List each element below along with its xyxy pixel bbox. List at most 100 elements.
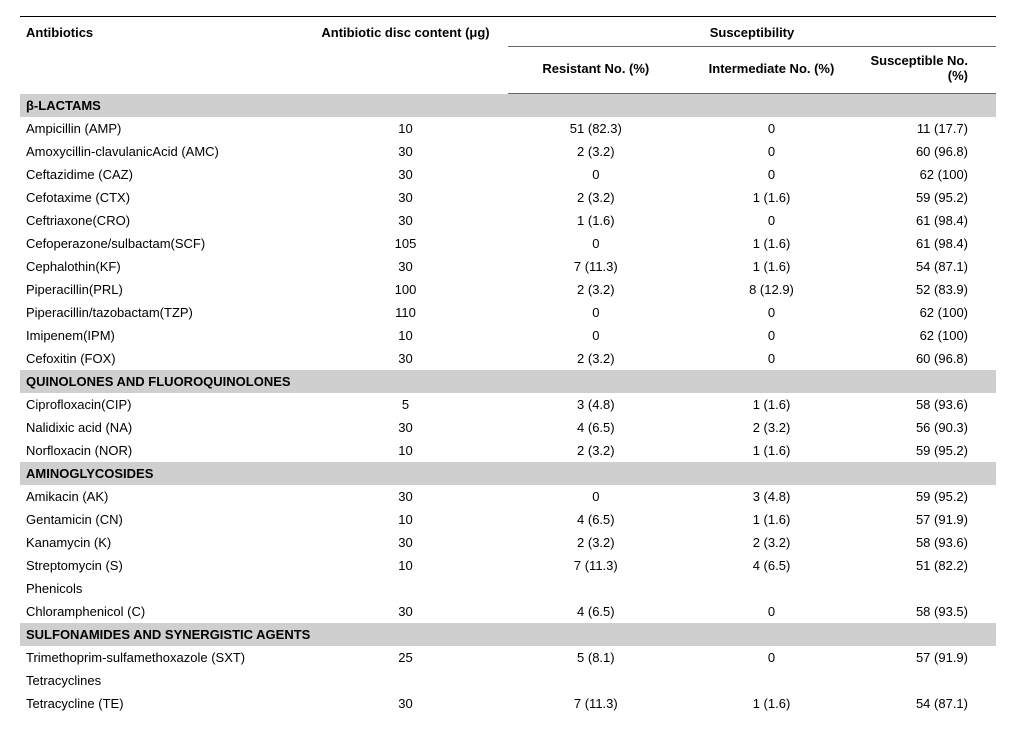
susceptible-value: 59 (95.2) <box>859 186 996 209</box>
susceptible-value: 62 (100) <box>859 324 996 347</box>
table-row: Imipenem(IPM)100062 (100) <box>20 324 996 347</box>
antibiotic-name: Amoxycillin-clavulanicAcid (AMC) <box>20 140 303 163</box>
susceptible-value <box>859 577 996 600</box>
susceptible-value: 62 (100) <box>859 163 996 186</box>
table-row: Kanamycin (K)302 (3.2)2 (3.2)58 (93.6) <box>20 531 996 554</box>
susceptible-value: 58 (93.5) <box>859 600 996 623</box>
table-row: Piperacillin/tazobactam(TZP)1100062 (100… <box>20 301 996 324</box>
intermediate-value: 8 (12.9) <box>684 278 860 301</box>
antibiotic-name: Streptomycin (S) <box>20 554 303 577</box>
table-row: Streptomycin (S)107 (11.3)4 (6.5)51 (82.… <box>20 554 996 577</box>
col-header-susceptible: Susceptible No. (%) <box>859 47 996 94</box>
antibiotic-name: Piperacillin/tazobactam(TZP) <box>20 301 303 324</box>
disc-content: 30 <box>303 692 508 715</box>
category-row: QUINOLONES AND FLUOROQUINOLONES <box>20 370 996 393</box>
intermediate-value: 0 <box>684 646 860 669</box>
table-row: Ciprofloxacin(CIP)53 (4.8)1 (1.6)58 (93.… <box>20 393 996 416</box>
antibiotic-name: Chloramphenicol (C) <box>20 600 303 623</box>
antibiotic-name: Trimethoprim-sulfamethoxazole (SXT) <box>20 646 303 669</box>
intermediate-value: 0 <box>684 209 860 232</box>
susceptible-value: 57 (91.9) <box>859 646 996 669</box>
disc-content: 10 <box>303 508 508 531</box>
disc-content: 5 <box>303 393 508 416</box>
intermediate-value: 1 (1.6) <box>684 439 860 462</box>
antibiotic-name: Cefoxitin (FOX) <box>20 347 303 370</box>
table-row: Cefoxitin (FOX)302 (3.2)060 (96.8) <box>20 347 996 370</box>
resistant-value: 4 (6.5) <box>508 600 684 623</box>
resistant-value: 7 (11.3) <box>508 255 684 278</box>
antibiotic-name: Ceftazidime (CAZ) <box>20 163 303 186</box>
table-row: Amikacin (AK)3003 (4.8)59 (95.2) <box>20 485 996 508</box>
antibiotic-name: Cephalothin(KF) <box>20 255 303 278</box>
intermediate-value: 0 <box>684 324 860 347</box>
disc-content: 30 <box>303 416 508 439</box>
susceptible-value: 60 (96.8) <box>859 347 996 370</box>
resistant-value: 2 (3.2) <box>508 347 684 370</box>
intermediate-value: 1 (1.6) <box>684 186 860 209</box>
susceptible-value: 59 (95.2) <box>859 485 996 508</box>
susceptible-value: 61 (98.4) <box>859 232 996 255</box>
antibiotic-name: Nalidixic acid (NA) <box>20 416 303 439</box>
category-row: β-LACTAMS <box>20 94 996 118</box>
antibiotic-name: Ceftriaxone(CRO) <box>20 209 303 232</box>
resistant-value <box>508 577 684 600</box>
intermediate-value: 0 <box>684 301 860 324</box>
intermediate-value: 4 (6.5) <box>684 554 860 577</box>
intermediate-value: 1 (1.6) <box>684 393 860 416</box>
table-row: Amoxycillin-clavulanicAcid (AMC)302 (3.2… <box>20 140 996 163</box>
table-row: Norfloxacin (NOR)102 (3.2)1 (1.6)59 (95.… <box>20 439 996 462</box>
disc-content: 10 <box>303 439 508 462</box>
intermediate-value: 3 (4.8) <box>684 485 860 508</box>
resistant-value: 0 <box>508 301 684 324</box>
intermediate-value: 0 <box>684 347 860 370</box>
disc-content: 30 <box>303 209 508 232</box>
susceptible-value: 52 (83.9) <box>859 278 996 301</box>
table-row: Trimethoprim-sulfamethoxazole (SXT)255 (… <box>20 646 996 669</box>
table-row: Gentamicin (CN)104 (6.5)1 (1.6)57 (91.9) <box>20 508 996 531</box>
intermediate-value: 0 <box>684 600 860 623</box>
intermediate-value: 0 <box>684 140 860 163</box>
table-row: Cephalothin(KF)307 (11.3)1 (1.6)54 (87.1… <box>20 255 996 278</box>
antibiotic-name: Phenicols <box>20 577 303 600</box>
susceptible-value: 11 (17.7) <box>859 117 996 140</box>
table-row: Cefoperazone/sulbactam(SCF)10501 (1.6)61… <box>20 232 996 255</box>
disc-content: 100 <box>303 278 508 301</box>
resistant-value: 4 (6.5) <box>508 508 684 531</box>
susceptible-value: 61 (98.4) <box>859 209 996 232</box>
disc-content: 30 <box>303 186 508 209</box>
antibiotic-name: Tetracycline (TE) <box>20 692 303 715</box>
category-row: AMINOGLYCOSIDES <box>20 462 996 485</box>
resistant-value: 4 (6.5) <box>508 416 684 439</box>
intermediate-value: 2 (3.2) <box>684 531 860 554</box>
resistant-value: 7 (11.3) <box>508 554 684 577</box>
table-row: Nalidixic acid (NA)304 (6.5)2 (3.2)56 (9… <box>20 416 996 439</box>
table-row: Ceftazidime (CAZ)300062 (100) <box>20 163 996 186</box>
intermediate-value: 1 (1.6) <box>684 508 860 531</box>
resistant-value: 0 <box>508 232 684 255</box>
susceptible-value: 62 (100) <box>859 301 996 324</box>
disc-content: 30 <box>303 600 508 623</box>
intermediate-value: 2 (3.2) <box>684 416 860 439</box>
antibiotic-name: Ampicillin (AMP) <box>20 117 303 140</box>
table-row: Tetracyclines <box>20 669 996 692</box>
disc-content: 30 <box>303 347 508 370</box>
resistant-value: 1 (1.6) <box>508 209 684 232</box>
table-row: Phenicols <box>20 577 996 600</box>
intermediate-value: 1 (1.6) <box>684 232 860 255</box>
intermediate-value: 1 (1.6) <box>684 692 860 715</box>
table-body: β-LACTAMSAmpicillin (AMP)1051 (82.3)011 … <box>20 94 996 716</box>
antibiotic-name: Gentamicin (CN) <box>20 508 303 531</box>
table-row: Piperacillin(PRL)1002 (3.2)8 (12.9)52 (8… <box>20 278 996 301</box>
disc-content: 30 <box>303 485 508 508</box>
resistant-value: 2 (3.2) <box>508 531 684 554</box>
susceptible-value: 59 (95.2) <box>859 439 996 462</box>
disc-content: 10 <box>303 117 508 140</box>
antibiotic-name: Kanamycin (K) <box>20 531 303 554</box>
antibiotic-name: Imipenem(IPM) <box>20 324 303 347</box>
disc-content: 30 <box>303 255 508 278</box>
susceptible-value: 58 (93.6) <box>859 531 996 554</box>
susceptible-value: 54 (87.1) <box>859 692 996 715</box>
resistant-value: 0 <box>508 485 684 508</box>
resistant-value: 2 (3.2) <box>508 140 684 163</box>
col-header-disc-content: Antibiotic disc content (μg) <box>303 17 508 94</box>
